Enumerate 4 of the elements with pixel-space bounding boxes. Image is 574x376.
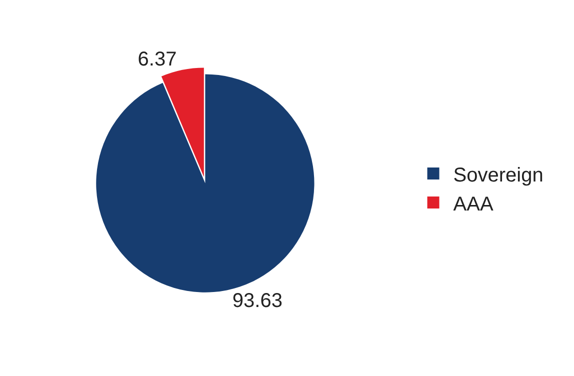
legend-label: AAA [453, 193, 494, 216]
data-label: 6.37 [138, 48, 177, 70]
legend-label: Sovereign [453, 164, 544, 186]
data-label: 93.63 [232, 290, 282, 312]
